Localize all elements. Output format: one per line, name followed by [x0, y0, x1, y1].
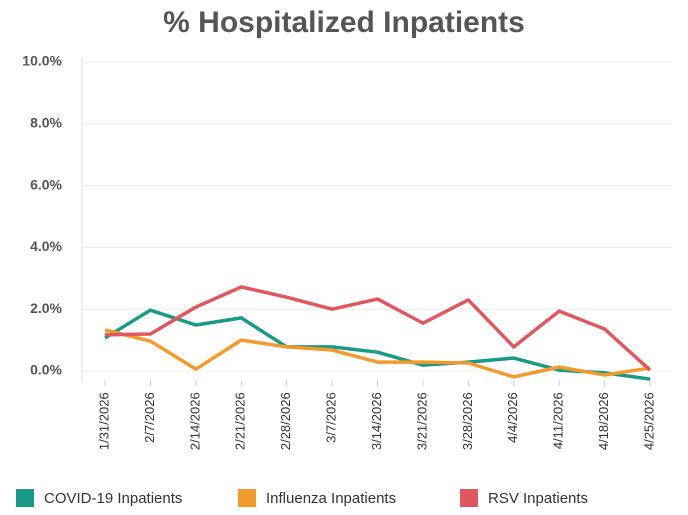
legend-swatch	[16, 489, 34, 507]
x-tick-label: 3/28/2026	[460, 392, 475, 450]
x-tick-label: 4/4/2026	[505, 392, 520, 443]
x-tick-label: 2/21/2026	[233, 392, 248, 450]
legend-swatch	[238, 489, 256, 507]
x-tick-label: 4/25/2026	[641, 392, 656, 450]
legend-label: Influenza Inpatients	[266, 490, 396, 507]
x-tick-label: 2/14/2026	[187, 392, 202, 450]
legend-label: COVID-19 Inpatients	[44, 490, 182, 507]
y-tick-label: 10.0%	[22, 53, 62, 69]
x-tick-label: 2/28/2026	[278, 392, 293, 450]
series-line	[104, 308, 651, 381]
x-tick-label: 3/21/2026	[414, 392, 429, 450]
y-tick-label: 8.0%	[30, 115, 62, 131]
x-tick-label: 2/7/2026	[142, 392, 157, 443]
legend-swatch	[460, 489, 478, 507]
legend-label: RSV Inpatients	[488, 490, 588, 507]
y-tick-label: 4.0%	[30, 238, 62, 254]
x-tick-label: 4/18/2026	[596, 392, 611, 450]
series-line	[104, 328, 651, 379]
y-tick-label: 6.0%	[30, 176, 62, 192]
y-tick-label: 2.0%	[30, 300, 62, 316]
x-tick-label: 3/7/2026	[324, 392, 339, 443]
series-line	[104, 285, 652, 372]
x-tick-label: 1/31/2026	[96, 392, 111, 450]
x-tick-label: 3/14/2026	[369, 392, 384, 450]
y-tick-label: 0.0%	[30, 362, 62, 378]
chart-title: % Hospitalized Inpatients	[163, 6, 525, 39]
x-tick-label: 4/11/2026	[551, 392, 566, 449]
